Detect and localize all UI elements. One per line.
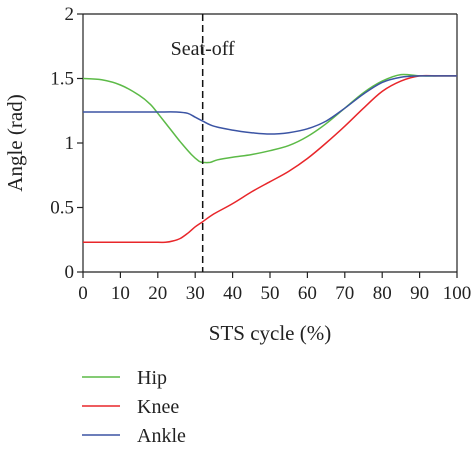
- y-tick-label: 0.5: [50, 198, 74, 219]
- y-axis-title: Angle (rad): [3, 94, 27, 191]
- legend-label-ankle: Ankle: [137, 425, 186, 447]
- seat-off-annotation: Seat-off: [171, 14, 235, 272]
- series-line-knee: [82, 74, 457, 244]
- series-line-ankle: [83, 75, 457, 135]
- x-tick-label: 80: [373, 283, 392, 304]
- series-line-hip: [82, 73, 457, 164]
- legend-label-hip: Hip: [137, 367, 167, 389]
- axes: 0 10 20 30 40 50 60 70 80 90 100 0 0.5 1 1.5 2 STS cycle…: [3, 4, 471, 345]
- series-lines: [82, 73, 457, 244]
- x-tick-label: 50: [261, 283, 280, 304]
- y-tick-label: 1.5: [50, 69, 74, 90]
- legend: Hip Knee Ankle: [82, 367, 186, 447]
- x-tick-label: 30: [186, 283, 205, 304]
- x-tick-label: 90: [410, 283, 429, 304]
- x-tick-label: 10: [111, 283, 130, 304]
- legend-label-knee: Knee: [137, 396, 179, 418]
- y-tick-label: 0: [65, 262, 75, 283]
- x-axis-title: STS cycle (%): [209, 321, 331, 345]
- seat-off-label: Seat-off: [171, 38, 235, 60]
- x-tick-label: 100: [443, 283, 472, 304]
- y-tick-label: 2: [65, 4, 75, 25]
- x-tick-label: 60: [298, 283, 317, 304]
- x-tick-label: 40: [223, 283, 242, 304]
- x-tick-label: 0: [78, 283, 88, 304]
- x-tick-label: 20: [148, 283, 167, 304]
- x-tick-label: 70: [335, 283, 354, 304]
- y-tick-label: 1: [65, 133, 75, 154]
